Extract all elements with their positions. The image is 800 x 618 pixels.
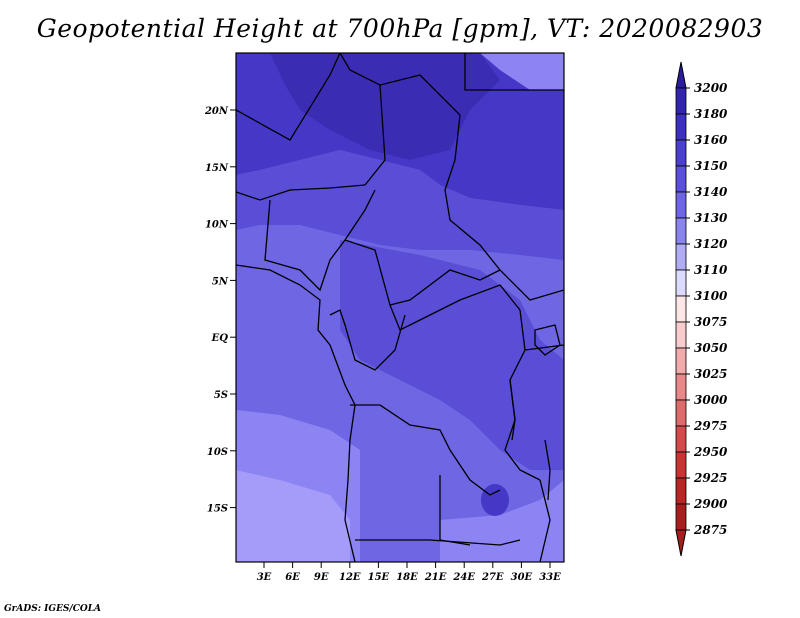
lat-label: 15S: [207, 504, 228, 515]
footer-credit: GrADS: IGES/COLA: [4, 604, 102, 614]
colorbar-label: 3140: [694, 185, 728, 199]
border-east-africa: [499, 269, 564, 301]
lon-label: 21E: [424, 572, 447, 583]
colorbar-segment: [675, 295, 687, 323]
border-nigeria-cameroon: [264, 189, 376, 292]
colorbar-segment: [675, 269, 687, 297]
colorbar-segment: [675, 451, 687, 479]
border-gabon-congo: [329, 309, 406, 371]
lat-label: 5N: [212, 276, 229, 287]
border-drc-angola: [350, 404, 501, 496]
colorbar-segment: [675, 165, 687, 193]
lake-tanganyika: [509, 379, 516, 441]
field-band-south-lighter: [236, 470, 350, 562]
border-libya-chad: [379, 74, 461, 116]
colorbar-label: 3120: [694, 237, 728, 251]
colorbar-label: 3050: [694, 341, 728, 355]
colorbar-label: 3110: [694, 263, 728, 277]
colorbar-label: 2925: [693, 471, 727, 485]
field-band-sahel-mid: [236, 150, 564, 260]
colorbar-segment: [675, 503, 687, 531]
lat-label: 10N: [205, 220, 229, 231]
colorbar-top-arrow: [675, 61, 687, 89]
lon-label: 30E: [511, 572, 533, 583]
longitude-axis: 3E 6E 9E 12E 15E 18E 21E 24E 27E 30E 33E: [257, 562, 561, 583]
map-title: Geopotential Height at 700hPa [gpm], VT:…: [36, 14, 764, 43]
lon-label: 18E: [396, 572, 418, 583]
border-car-drc: [389, 284, 521, 331]
border-namibia: [355, 539, 521, 546]
lon-label: 6E: [285, 572, 300, 583]
lon-label: 33E: [539, 572, 561, 583]
border-egypt-sudan: [464, 53, 564, 91]
field-patch-east-dark: [481, 484, 509, 516]
border-cameroon-car: [344, 239, 501, 306]
colorbar-label: 2875: [693, 523, 727, 537]
colorbar-segment: [675, 87, 687, 115]
colorbar-label: 3100: [694, 289, 728, 303]
colorbar: 3200 3180 3160 3150 3140 3130 3120 3110 3100 3075…: [675, 61, 728, 557]
latitude-axis: 20N 15N 10N 5N EQ 5S 10S 15S: [204, 106, 236, 515]
colorbar-segment: [675, 217, 687, 245]
lat-label: 15N: [205, 163, 229, 174]
field-band-central-mid: [340, 240, 564, 470]
colorbar-segment: [675, 399, 687, 427]
colorbar-label: 3200: [694, 81, 728, 95]
colorbar-label: 2950: [693, 445, 728, 459]
lon-label: 9E: [314, 572, 329, 583]
lat-label: EQ: [211, 333, 229, 344]
border-chad-sudan: [444, 114, 501, 271]
lon-label: 3E: [257, 572, 272, 583]
colorbar-label: 3180: [694, 107, 728, 121]
colorbar-segment: [675, 347, 687, 375]
colorbar-segment: [675, 373, 687, 401]
field-band-southeast-light: [440, 480, 564, 562]
map-frame: [235, 52, 565, 563]
borders: [236, 53, 564, 562]
colorbar-label: 2900: [693, 497, 728, 511]
colorbar-bottom-arrow: [675, 529, 687, 557]
colorbar-label: 3130: [694, 211, 728, 225]
border-coast-west: [236, 264, 356, 562]
colorbar-label: 3075: [694, 315, 727, 329]
colorbar-segment: [675, 113, 687, 141]
colorbar-label: 3160: [694, 133, 728, 147]
lon-label: 24E: [452, 572, 475, 583]
border-algeria-niger: [236, 53, 341, 141]
height-field: [236, 53, 564, 562]
colorbar-segment: [675, 243, 687, 271]
colorbar-label: 2975: [693, 419, 727, 433]
colorbar-segment: [675, 191, 687, 219]
lat-label: 5S: [214, 390, 228, 401]
lake-malawi: [544, 439, 551, 501]
lake-victoria: [534, 324, 561, 356]
colorbar-segment: [675, 477, 687, 505]
lat-label: 20N: [204, 106, 229, 117]
colorbar-segment: [675, 139, 687, 167]
lon-label: 27E: [481, 572, 504, 583]
lon-label: 12E: [339, 572, 361, 583]
field-band-northeast-light: [480, 53, 564, 90]
lon-label: 15E: [368, 572, 390, 583]
border-angola-zambia: [439, 475, 471, 546]
colorbar-label: 3025: [694, 367, 727, 381]
border-tanzania: [524, 344, 564, 351]
border-niger-nigeria: [236, 184, 366, 201]
colorbar-segment: [675, 321, 687, 349]
border-mozambique: [539, 479, 551, 562]
colorbar-label: 3150: [694, 159, 728, 173]
colorbar-label: 3000: [694, 393, 728, 407]
colorbar-segment: [675, 425, 687, 453]
lat-label: 10S: [207, 447, 228, 458]
